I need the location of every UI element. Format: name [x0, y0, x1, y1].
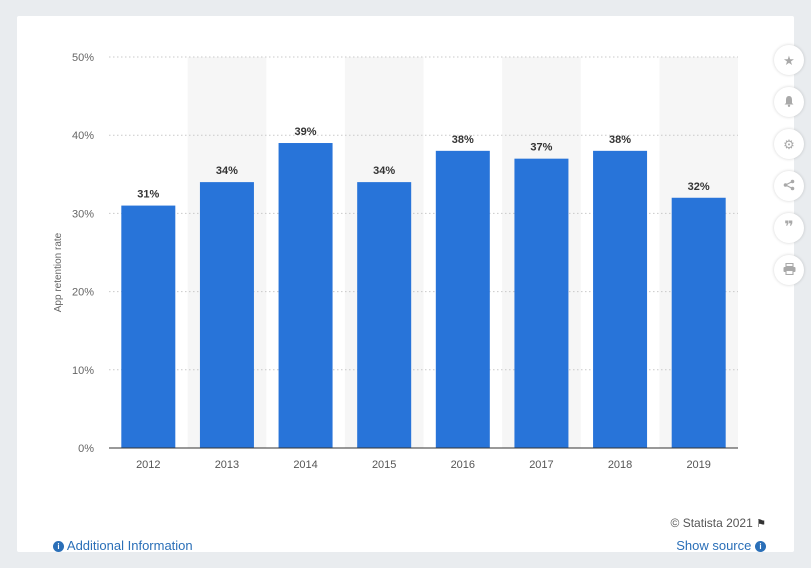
data-label-2016: 38% [452, 134, 474, 146]
chart-card: 0% 10% 20% 30% 40% 50% App retention rate 31% 20… [17, 16, 804, 553]
print-button[interactable] [774, 255, 804, 285]
print-icon [783, 262, 796, 277]
y-tick-label: 0% [78, 443, 94, 455]
data-label-2012: 31% [137, 189, 159, 201]
show-source-link[interactable]: Show source i [676, 538, 766, 553]
y-tick-label: 30% [72, 208, 94, 220]
bar-2019 [671, 197, 726, 448]
flag-icon: ⚑ [756, 518, 766, 530]
bar-2015 [357, 182, 412, 448]
data-label-2015: 34% [373, 165, 395, 177]
cite-button[interactable]: ❞ [774, 213, 804, 243]
quote-icon: ❞ [784, 219, 794, 236]
y-tick-label: 20% [72, 287, 94, 299]
bar-chart: 0% 10% 20% 30% 40% 50% App retention rate 31% 20… [53, 52, 738, 471]
data-label-2014: 39% [295, 126, 317, 138]
data-label-2019: 32% [688, 181, 710, 193]
show-source-label: Show source [676, 538, 752, 553]
y-tick-label: 40% [72, 130, 94, 142]
bar-2016 [435, 150, 490, 448]
credit-text: © Statista 2021 [670, 516, 753, 530]
bell-icon [783, 95, 795, 109]
x-tick-label-2012: 2012 [136, 459, 160, 471]
x-tick-label-2018: 2018 [608, 459, 632, 471]
bar-2013 [199, 182, 254, 448]
y-tick-label: 50% [72, 52, 94, 64]
gear-icon: ⚙ [783, 136, 795, 152]
info-icon: i [53, 541, 64, 552]
info-icon: i [755, 541, 766, 552]
bar-2018 [593, 150, 648, 448]
bar-2014 [278, 143, 333, 448]
x-tick-label-2019: 2019 [686, 459, 710, 471]
bell-button[interactable] [774, 87, 804, 117]
x-tick-label-2015: 2015 [372, 459, 396, 471]
statista-credit[interactable]: © Statista 2021 ⚑ [671, 516, 766, 530]
x-tick-label-2017: 2017 [529, 459, 553, 471]
settings-button[interactable]: ⚙ [774, 129, 804, 159]
y-axis-title: App retention rate [53, 232, 64, 312]
x-tick-label-2016: 2016 [451, 459, 475, 471]
share-button[interactable] [774, 171, 804, 201]
bar-2017 [514, 158, 569, 448]
data-label-2017: 37% [530, 142, 552, 154]
y-tick-label: 10% [72, 365, 94, 377]
x-tick-label-2014: 2014 [293, 459, 317, 471]
star-button[interactable]: ★ [774, 45, 804, 75]
additional-information-label: Additional Information [66, 538, 193, 553]
additional-information-link[interactable]: i Additional Information [53, 538, 193, 553]
star-icon: ★ [783, 52, 795, 68]
share-icon [783, 179, 795, 193]
data-label-2018: 38% [609, 134, 631, 146]
x-tick-label-2013: 2013 [215, 459, 239, 471]
data-label-2013: 34% [216, 165, 238, 177]
bar-2012 [121, 205, 176, 448]
